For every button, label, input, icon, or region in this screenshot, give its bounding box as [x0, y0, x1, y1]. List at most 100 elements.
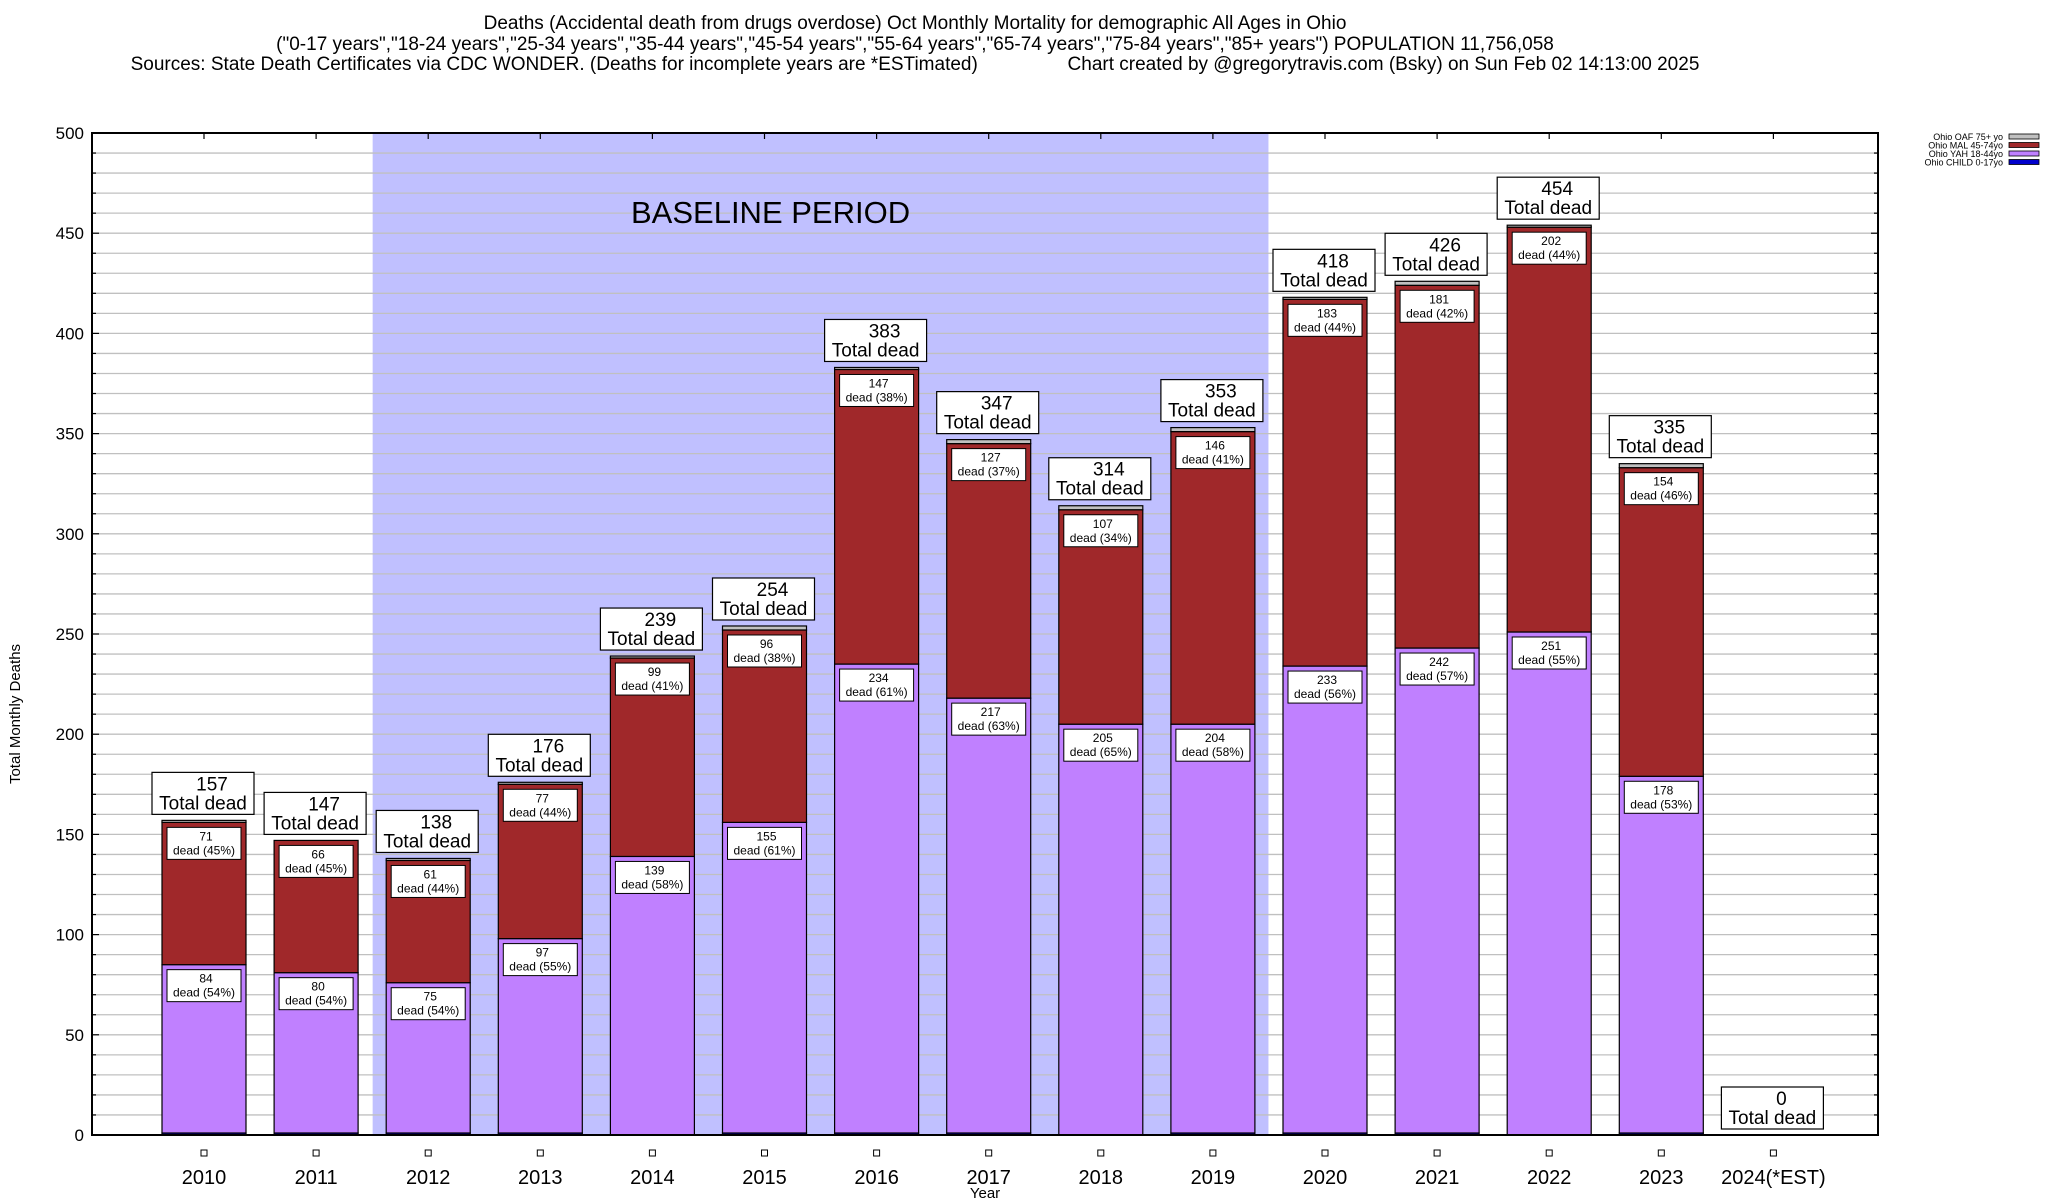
- total-suffix: Total dead: [608, 629, 696, 650]
- segment-percent: dead (54%): [285, 994, 347, 1008]
- segment-label-box: [839, 373, 915, 407]
- total-suffix: Total dead: [720, 599, 808, 620]
- total-label-box: [487, 733, 591, 777]
- segment-percent: dead (44%): [1294, 320, 1356, 334]
- segment-percent: dead (44%): [509, 805, 571, 819]
- bar-segment: [946, 439, 1032, 445]
- bar-segment: [1282, 298, 1368, 667]
- x-tick-label: 2013: [518, 1167, 563, 1189]
- segment-count: 205: [1093, 731, 1113, 745]
- bar-segment: [1618, 467, 1704, 777]
- x-point-marker: [1769, 1149, 1777, 1157]
- x-tick-label: 2014: [630, 1167, 675, 1189]
- segment-label-box: [278, 844, 354, 878]
- legend-swatch: [2008, 133, 2040, 140]
- bar-segment: [946, 443, 1032, 699]
- total-suffix: Total dead: [1616, 437, 1704, 458]
- bar-segment: [1170, 426, 1256, 433]
- segment-percent: dead (45%): [173, 843, 235, 857]
- total-count: 0: [1776, 1089, 1787, 1110]
- segment-percent: dead (55%): [509, 960, 571, 974]
- total-suffix: Total dead: [1168, 401, 1256, 422]
- total-count: 157: [196, 774, 228, 795]
- bar-segment: [833, 366, 920, 371]
- segment-count: 107: [1093, 517, 1113, 531]
- total-count: 426: [1429, 235, 1461, 256]
- segment-label-box: [1175, 728, 1251, 762]
- segment-label-box: [1623, 780, 1699, 814]
- segment-label-box: [1511, 231, 1587, 265]
- x-tick-label: 2019: [1191, 1167, 1236, 1189]
- segment-count: 84: [199, 972, 213, 986]
- segment-percent: dead (55%): [1518, 653, 1580, 667]
- x-point-marker: [1209, 1149, 1217, 1157]
- bar-segment: [1506, 226, 1592, 633]
- segment-count: 234: [869, 671, 889, 685]
- total-label-box: [151, 771, 255, 815]
- segment-count: 154: [1653, 475, 1673, 489]
- x-point-marker: [1657, 1149, 1665, 1157]
- y-tick-label: 150: [56, 825, 84, 844]
- segment-label-box: [1511, 636, 1587, 670]
- y-tick-label: 50: [65, 1026, 84, 1045]
- legend-swatch: [2008, 142, 2040, 148]
- bar-segment: [1282, 665, 1368, 1134]
- total-label-box: [1608, 415, 1712, 459]
- bar-segment: [1170, 430, 1256, 725]
- legend-swatch: [2008, 159, 2040, 165]
- total-label-box: [823, 318, 928, 363]
- segment-count: 66: [311, 847, 325, 861]
- total-count: 254: [757, 580, 789, 601]
- segment-count: 61: [424, 867, 438, 881]
- bar-segment: [1394, 280, 1480, 286]
- segment-count: 146: [1205, 439, 1225, 453]
- segment-count: 202: [1541, 234, 1561, 248]
- bar-segment: [1170, 723, 1256, 1134]
- total-label-box: [1496, 176, 1600, 220]
- bar-segment: [1394, 284, 1480, 649]
- segment-count: 178: [1653, 783, 1673, 797]
- segment-count: 127: [981, 451, 1001, 465]
- segment-percent: dead (53%): [1630, 797, 1692, 811]
- total-label-box: [375, 809, 479, 854]
- segment-count: 139: [644, 863, 664, 877]
- total-count: 138: [420, 812, 452, 833]
- segment-count: 217: [981, 705, 1001, 719]
- total-count: 314: [1093, 460, 1125, 481]
- segment-percent: dead (63%): [958, 719, 1020, 733]
- y-tick-label: 350: [56, 425, 84, 444]
- y-tick-label: 250: [56, 625, 84, 644]
- legend-swatch: [2008, 150, 2040, 157]
- x-tick-label: 2016: [854, 1167, 899, 1189]
- total-count: 383: [869, 321, 901, 342]
- segment-label-box: [1399, 289, 1475, 323]
- segment-percent: dead (41%): [621, 679, 683, 693]
- chart-subtitle: ("0-17 years","18-24 years","25-34 years…: [276, 34, 1554, 55]
- segment-label-box: [839, 668, 915, 702]
- segment-count: 80: [311, 980, 325, 994]
- segment-count: 183: [1317, 306, 1337, 320]
- total-label-box: [1160, 378, 1264, 423]
- x-point-marker: [536, 1149, 544, 1157]
- segment-label-box: [727, 826, 802, 860]
- total-label-box: [711, 577, 816, 621]
- x-tick-label: 2024(*EST): [1721, 1167, 1826, 1189]
- segment-count: 77: [536, 791, 550, 805]
- bar-segment: [946, 697, 1032, 1134]
- segment-label-box: [951, 702, 1027, 736]
- segment-label-box: [1063, 514, 1139, 548]
- y-axis-label: Total Monthly Deaths: [7, 644, 24, 784]
